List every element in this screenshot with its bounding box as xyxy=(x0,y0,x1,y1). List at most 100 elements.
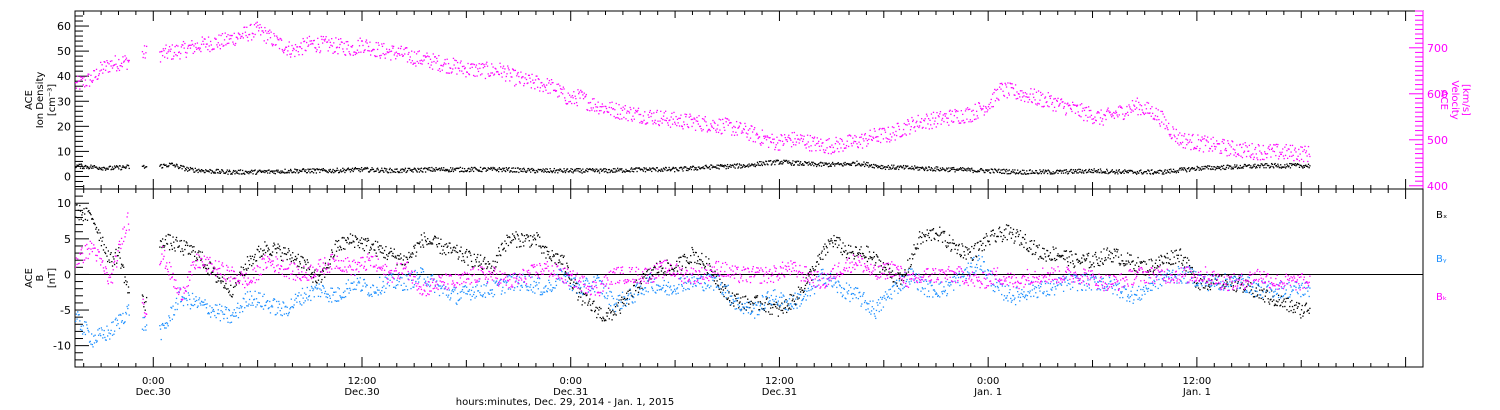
density-point xyxy=(676,169,679,171)
velocity-point xyxy=(743,128,745,131)
bx-point xyxy=(504,240,506,242)
density-point xyxy=(392,170,395,173)
density-point xyxy=(213,172,215,174)
density-point xyxy=(145,166,147,168)
velocity-point xyxy=(1137,114,1139,116)
velocity-point xyxy=(1305,150,1308,152)
bx-point xyxy=(820,258,822,261)
velocity-point xyxy=(212,48,214,50)
bx-point xyxy=(230,284,232,286)
density-point xyxy=(111,166,114,168)
bx-point xyxy=(967,253,969,255)
density-point xyxy=(1014,173,1017,175)
velocity-point xyxy=(652,123,654,125)
bx-point xyxy=(635,289,637,292)
velocity-point xyxy=(300,42,302,44)
velocity-point xyxy=(174,45,176,48)
bx-point xyxy=(637,291,640,293)
velocity-point xyxy=(1270,148,1273,151)
bx-point xyxy=(703,267,706,269)
velocity-point xyxy=(261,30,263,32)
density-point xyxy=(1016,172,1018,174)
velocity-point xyxy=(499,62,501,64)
bx-point xyxy=(438,243,440,245)
bx-point xyxy=(903,275,905,277)
density-point xyxy=(1062,172,1065,174)
velocity-point xyxy=(857,146,859,148)
velocity-point xyxy=(1026,93,1028,95)
density-point xyxy=(206,170,208,172)
density-point xyxy=(762,161,764,163)
velocity-point xyxy=(978,102,980,104)
density-point xyxy=(990,168,992,170)
density-point xyxy=(1003,172,1006,175)
velocity-point xyxy=(1175,128,1177,131)
density-point xyxy=(620,169,622,171)
density-point xyxy=(1173,171,1175,173)
density-point xyxy=(1262,164,1264,167)
velocity-point xyxy=(320,35,322,38)
velocity-point xyxy=(244,31,247,33)
density-point xyxy=(303,168,305,170)
velocity-point xyxy=(1069,107,1072,109)
velocity-point xyxy=(480,63,482,65)
velocity-point xyxy=(392,45,395,48)
density-point xyxy=(98,166,100,169)
velocity-point xyxy=(703,120,706,122)
velocity-point xyxy=(549,92,551,94)
velocity-point xyxy=(685,113,688,116)
velocity-point xyxy=(1213,142,1215,145)
velocity-point xyxy=(232,41,234,43)
velocity-point xyxy=(161,50,163,53)
velocity-point xyxy=(1142,111,1144,114)
velocity-point xyxy=(955,109,958,112)
density-point xyxy=(818,165,821,167)
velocity-point xyxy=(472,63,474,65)
velocity-point xyxy=(1042,93,1044,95)
density-point xyxy=(422,171,424,173)
velocity-point xyxy=(209,50,211,53)
density-point xyxy=(100,168,103,171)
velocity-point xyxy=(168,49,170,51)
density-point xyxy=(340,169,342,171)
velocity-point xyxy=(127,61,130,63)
density-point xyxy=(859,163,861,166)
velocity-point xyxy=(923,119,925,121)
velocity-point xyxy=(384,57,386,59)
density-point xyxy=(1248,164,1251,166)
velocity-point xyxy=(966,118,968,120)
velocity-point xyxy=(1203,137,1205,140)
density-point xyxy=(356,168,359,170)
bx-point xyxy=(991,234,993,236)
bx-point xyxy=(979,240,981,242)
bx-point xyxy=(358,241,360,243)
density-point xyxy=(874,164,876,166)
bx-point xyxy=(601,320,603,322)
density-point xyxy=(423,167,425,170)
bx-point xyxy=(607,307,610,309)
density-point xyxy=(788,161,791,164)
density-point xyxy=(765,160,767,162)
density-point xyxy=(770,164,773,166)
velocity-point xyxy=(422,55,425,57)
density-point xyxy=(281,170,283,172)
density-point xyxy=(498,167,501,169)
velocity-point xyxy=(1233,154,1235,156)
density-point xyxy=(783,160,786,162)
velocity-point xyxy=(191,43,194,46)
density-point xyxy=(1026,170,1028,172)
velocity-point xyxy=(262,30,264,32)
velocity-point xyxy=(868,138,870,141)
density-point xyxy=(321,169,324,172)
density-point xyxy=(832,163,834,165)
velocity-point xyxy=(741,130,743,132)
bx-point xyxy=(949,242,951,244)
velocity-point xyxy=(198,49,201,51)
velocity-point xyxy=(203,38,206,40)
velocity-point xyxy=(185,56,187,58)
density-point xyxy=(1126,170,1129,172)
density-point xyxy=(180,164,182,167)
bx-point xyxy=(1000,235,1002,238)
bx-point xyxy=(318,275,320,277)
bx-point xyxy=(107,260,109,263)
